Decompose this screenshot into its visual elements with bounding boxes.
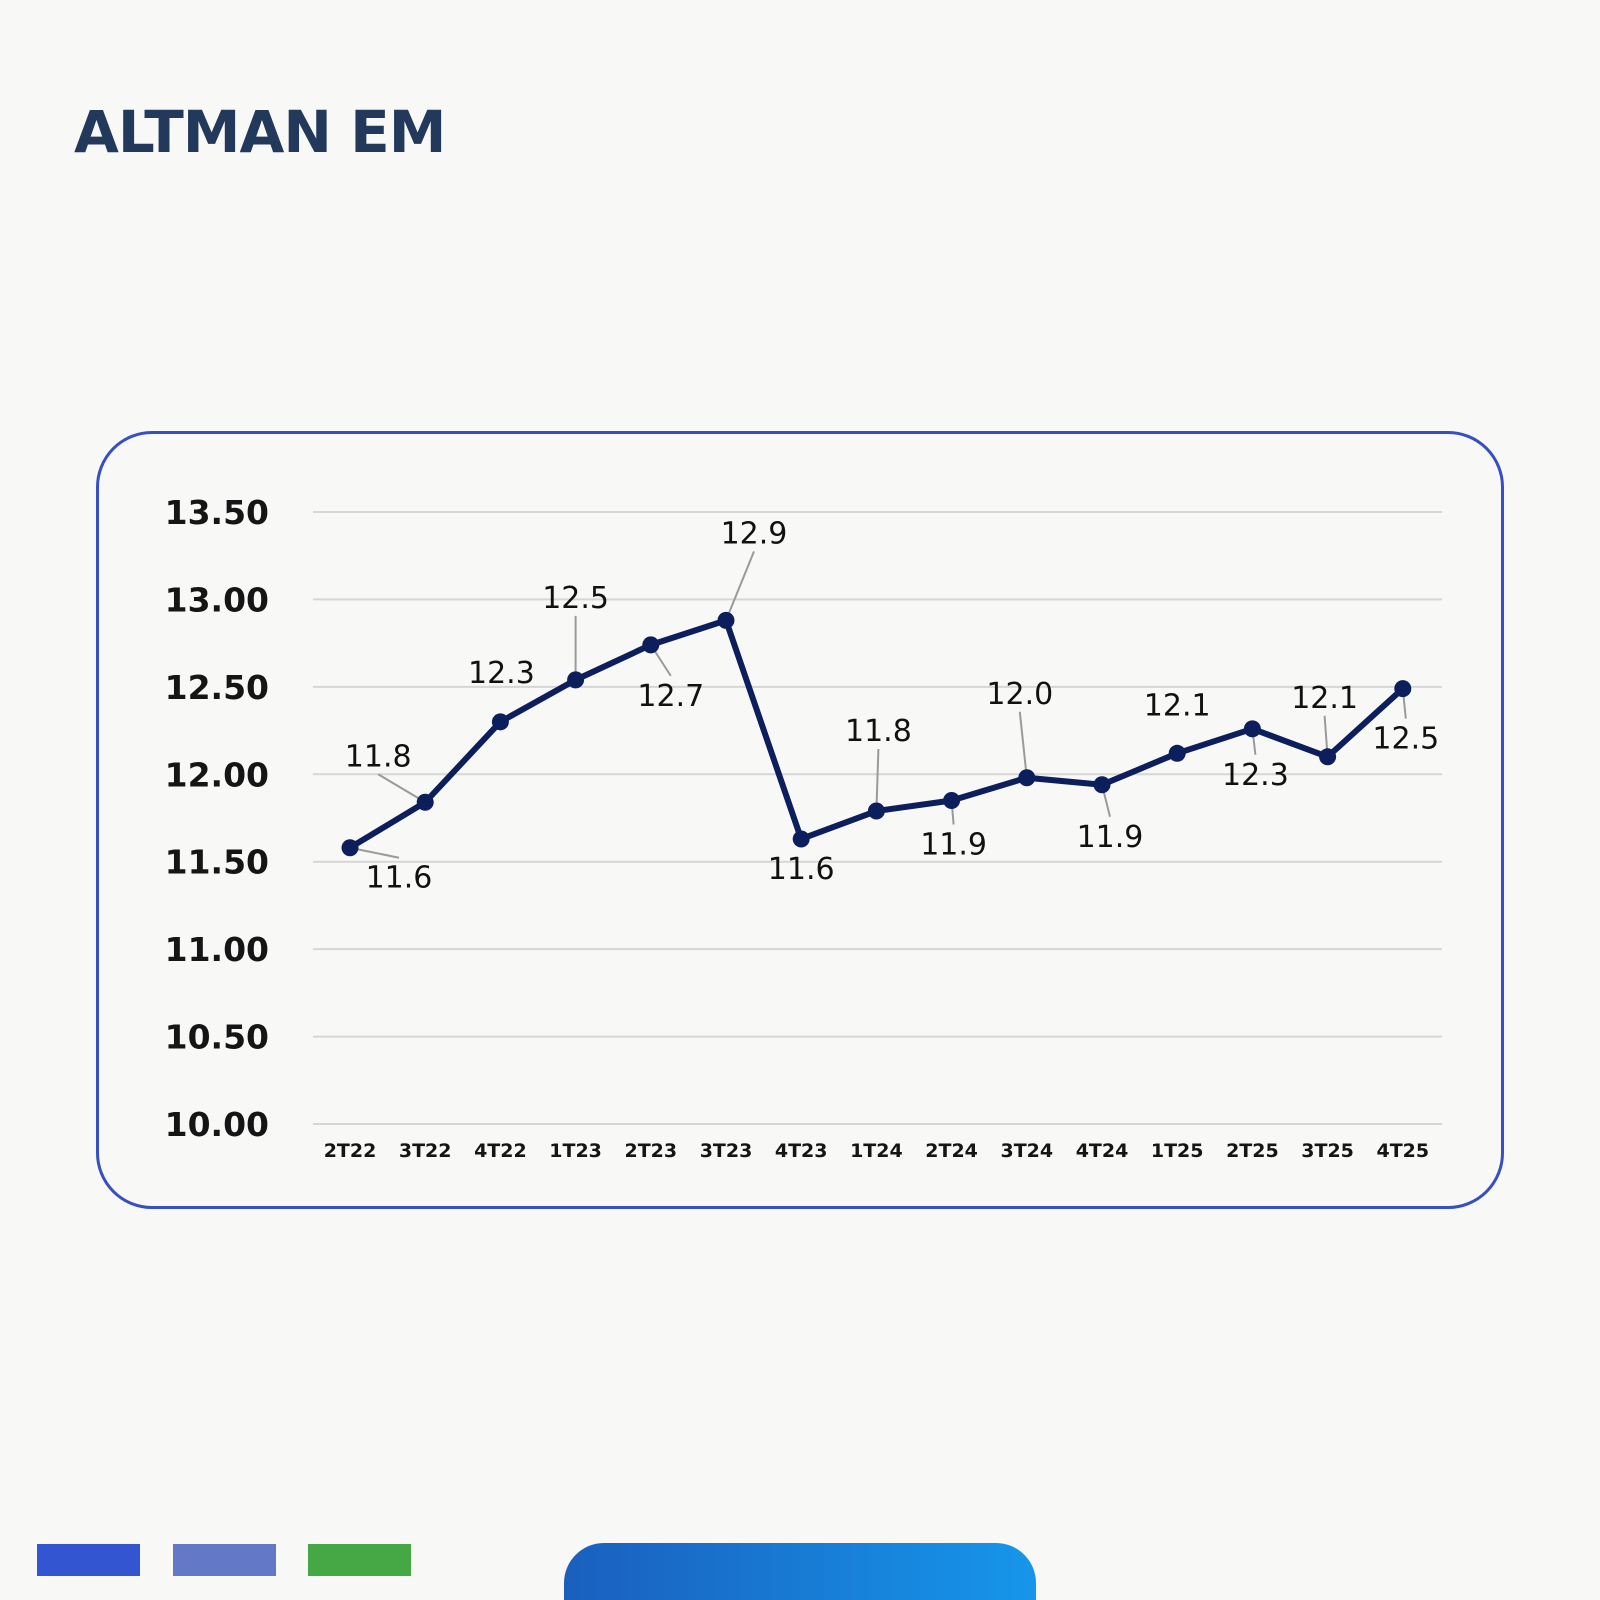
x-tick-label: 1T24: [850, 1140, 903, 1162]
data-label: 12.3: [1222, 758, 1289, 793]
data-point: [1243, 720, 1261, 738]
x-tick-label: 4T25: [1376, 1140, 1429, 1162]
x-tick-label: 2T25: [1226, 1140, 1279, 1162]
data-point: [867, 802, 885, 820]
x-tick-label: 3T24: [1000, 1140, 1053, 1162]
y-tick-label: 11.00: [165, 930, 269, 969]
data-label: 12.9: [721, 516, 788, 551]
x-tick-label: 4T22: [474, 1140, 527, 1162]
data-label: 11.8: [345, 739, 412, 774]
data-point: [642, 636, 660, 654]
x-tick-label: 3T25: [1301, 1140, 1354, 1162]
y-tick-label: 12.50: [165, 668, 269, 707]
line-chart: 10.00 10.50 11.00 11.50 12.00 12.50 13.00 13.50…: [165, 493, 1442, 1162]
x-tick-label: 4T24: [1076, 1140, 1129, 1162]
chart-card: 10.00 10.50 11.00 11.50 12.00 12.50 13.00 13.50…: [96, 431, 1504, 1209]
data-label: 11.6: [768, 852, 835, 887]
data-point: [717, 611, 735, 629]
x-tick-label: 4T23: [775, 1140, 828, 1162]
data-label: 12.7: [637, 679, 704, 714]
label-leader: [875, 748, 880, 812]
label-leader: [377, 773, 426, 804]
y-tick-label: 10.50: [165, 1018, 269, 1057]
page-title: ALTMAN EM: [74, 98, 446, 166]
label-leader: [725, 551, 755, 621]
data-label: 11.9: [1077, 820, 1144, 855]
footer-swatch-2: [173, 1544, 276, 1576]
y-tick-label: 13.50: [165, 493, 269, 532]
footer-swatch-3: [308, 1544, 411, 1576]
data-point: [1018, 769, 1036, 787]
data-label: 11.8: [845, 714, 912, 749]
y-tick-label: 10.00: [165, 1105, 269, 1144]
x-tick-label: 3T22: [399, 1140, 452, 1162]
data-label: 12.3: [468, 656, 535, 691]
y-tick-label: 12.00: [165, 755, 269, 794]
data-point: [1093, 776, 1111, 794]
data-label: 12.0: [986, 677, 1053, 712]
data-label: 11.9: [920, 828, 987, 863]
x-tick-label: 2T22: [324, 1140, 377, 1162]
footer-tab: [564, 1543, 1036, 1600]
data-label: 12.1: [1144, 688, 1211, 723]
footer-swatch-1: [37, 1544, 140, 1576]
y-tick-label: 13.00: [165, 580, 269, 619]
data-label: 12.1: [1291, 681, 1358, 716]
x-tick-label: 1T23: [549, 1140, 602, 1162]
data-point: [416, 793, 434, 811]
data-point: [943, 792, 961, 810]
data-point: [1168, 744, 1186, 762]
y-tick-label: 11.50: [165, 843, 269, 882]
data-label: 11.6: [366, 861, 433, 896]
data-point: [1319, 748, 1337, 766]
data-point: [792, 830, 810, 848]
x-tick-label: 3T23: [700, 1140, 753, 1162]
data-point: [567, 671, 585, 689]
data-point: [491, 713, 509, 731]
data-point: [1394, 680, 1412, 698]
x-tick-label: 2T23: [624, 1140, 677, 1162]
x-tick-label: 2T24: [925, 1140, 978, 1162]
label-leader: [1018, 711, 1028, 778]
data-label: 12.5: [542, 581, 609, 616]
data-point: [341, 839, 359, 857]
data-label: 12.5: [1372, 722, 1439, 757]
x-tick-label: 1T25: [1151, 1140, 1204, 1162]
